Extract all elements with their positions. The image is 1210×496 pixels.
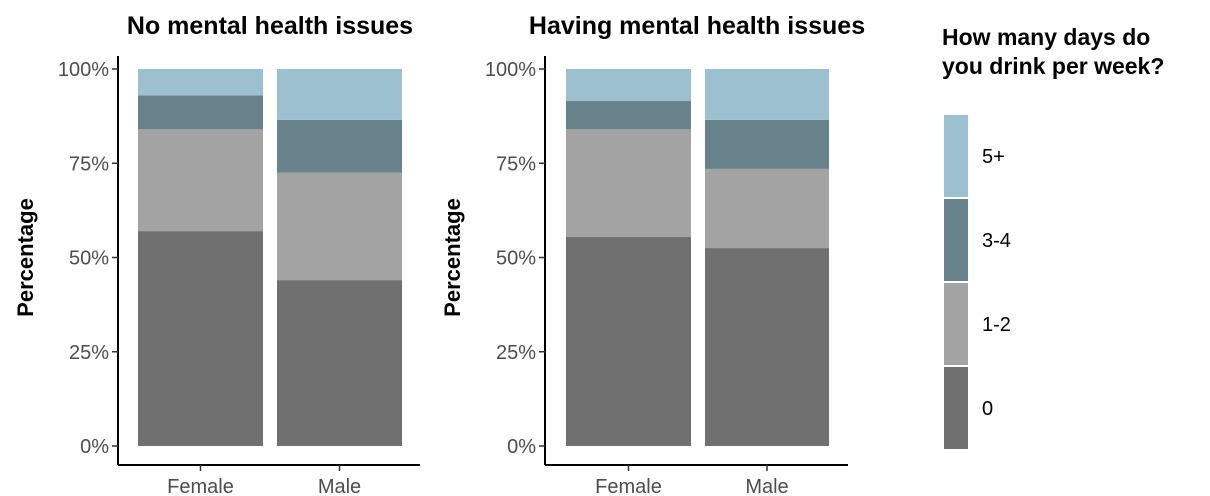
bar-male-days-0 bbox=[705, 248, 829, 446]
y-tick-label: 50% bbox=[69, 248, 109, 270]
bar-male-days-5 bbox=[277, 69, 402, 120]
legend-swatch-3-4 bbox=[944, 199, 968, 281]
y-tick-label: 100% bbox=[485, 59, 536, 81]
y-axis-label: Percentage bbox=[440, 198, 465, 317]
bar-male-days-5 bbox=[705, 69, 829, 120]
y-tick-label: 50% bbox=[496, 248, 536, 270]
bar-female-days-5 bbox=[138, 69, 263, 96]
y-tick-label: 0% bbox=[507, 436, 536, 458]
chart-title: Having mental health issues bbox=[529, 12, 865, 40]
bar-female-days-3-4 bbox=[566, 101, 691, 130]
y-tick-label: 25% bbox=[69, 342, 109, 364]
legend-items: 5+ 3-4 1-2 0 bbox=[944, 115, 1011, 449]
panel-no-mental-health-issues: No mental health issues Percentage 0% 25% 50… bbox=[13, 12, 420, 496]
bar-male-days-3-4 bbox=[705, 119, 829, 169]
y-tick-label: 75% bbox=[496, 153, 536, 175]
legend-swatch-1-2 bbox=[944, 283, 968, 365]
legend-title-line-2: you drink per week? bbox=[942, 53, 1164, 79]
y-tick-label: 75% bbox=[69, 153, 109, 175]
bar-female-days-0 bbox=[138, 231, 263, 446]
legend-label-5: 5+ bbox=[982, 146, 1005, 168]
x-tick-label-female: Female bbox=[595, 476, 662, 496]
bar-male-days-0 bbox=[277, 280, 402, 446]
y-axis-label: Percentage bbox=[13, 198, 38, 317]
bar-male-days-1-2 bbox=[277, 172, 402, 281]
legend: How many days do you drink per week? 5+ 3… bbox=[942, 24, 1164, 449]
bar-male-days-3-4 bbox=[277, 119, 402, 173]
y-tick-label: 25% bbox=[496, 342, 536, 364]
x-tick-label-male: Male bbox=[318, 476, 361, 496]
legend-swatch-0 bbox=[944, 367, 968, 449]
legend-label-1-2: 1-2 bbox=[982, 314, 1011, 336]
legend-label-0: 0 bbox=[982, 398, 993, 420]
legend-swatch-5 bbox=[944, 115, 968, 197]
x-tick-label-male: Male bbox=[745, 476, 788, 496]
bar-female-days-5 bbox=[566, 69, 691, 102]
chart-title: No mental health issues bbox=[127, 12, 413, 40]
panel-having-mental-health-issues: Having mental health issues Percentage 0% 2… bbox=[440, 12, 865, 496]
bar-female-days-1-2 bbox=[138, 129, 263, 232]
bar-male-days-1-2 bbox=[705, 168, 829, 249]
y-tick-label: 0% bbox=[80, 436, 109, 458]
y-tick-label: 100% bbox=[58, 59, 109, 81]
legend-label-3-4: 3-4 bbox=[982, 230, 1011, 252]
bar-female-days-1-2 bbox=[566, 129, 691, 237]
legend-title-line-1: How many days do bbox=[942, 24, 1150, 50]
bar-female-days-3-4 bbox=[138, 95, 263, 130]
x-tick-label-female: Female bbox=[167, 476, 234, 496]
bar-female-days-0 bbox=[566, 236, 691, 446]
